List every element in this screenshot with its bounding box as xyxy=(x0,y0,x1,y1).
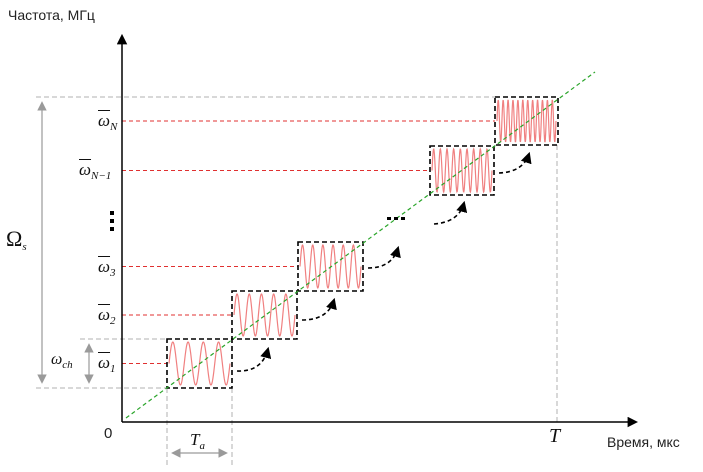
y-axis-label: Частота, МГц xyxy=(8,7,95,23)
level-label-n: ωN xyxy=(98,111,118,133)
level-label-2: ω2 xyxy=(98,305,116,327)
sine-wave xyxy=(233,293,296,337)
level-label-1: ω1 xyxy=(98,353,116,375)
x-axis-label: Время, мкс xyxy=(607,434,680,450)
vertical-ellipsis-icon xyxy=(110,211,114,231)
chirp-box-n xyxy=(494,96,559,146)
chirp-box-2 xyxy=(231,290,298,340)
origin-label: 0 xyxy=(104,425,113,442)
level-label-3: ω3 xyxy=(98,257,116,279)
level-lines xyxy=(122,120,495,364)
end-time-label: T xyxy=(549,425,561,447)
step-arrows xyxy=(236,151,532,372)
channel-label: ωch xyxy=(51,351,73,371)
sine-wave xyxy=(496,99,557,143)
duration-label: Ta xyxy=(190,430,205,452)
box-frame xyxy=(297,241,364,292)
span-label: Ωs xyxy=(6,226,27,253)
box-frame xyxy=(166,338,233,389)
step-arrow-1 xyxy=(236,346,272,372)
box-frame xyxy=(231,290,298,340)
chirp-box-n-minus-1 xyxy=(429,145,495,196)
step-arrow-4 xyxy=(433,200,468,225)
step-arrow-2 xyxy=(301,297,337,321)
horizontal-ellipsis-icon xyxy=(387,217,405,220)
step-arrow-5 xyxy=(498,151,532,174)
frequency-ramp-line xyxy=(125,71,596,419)
step-arrow-3 xyxy=(367,245,401,269)
sine-wave xyxy=(431,147,493,194)
level-label-n-minus-1: ωN−1 xyxy=(79,160,112,182)
chirp-boxes xyxy=(166,96,559,389)
box-frame xyxy=(429,145,495,196)
